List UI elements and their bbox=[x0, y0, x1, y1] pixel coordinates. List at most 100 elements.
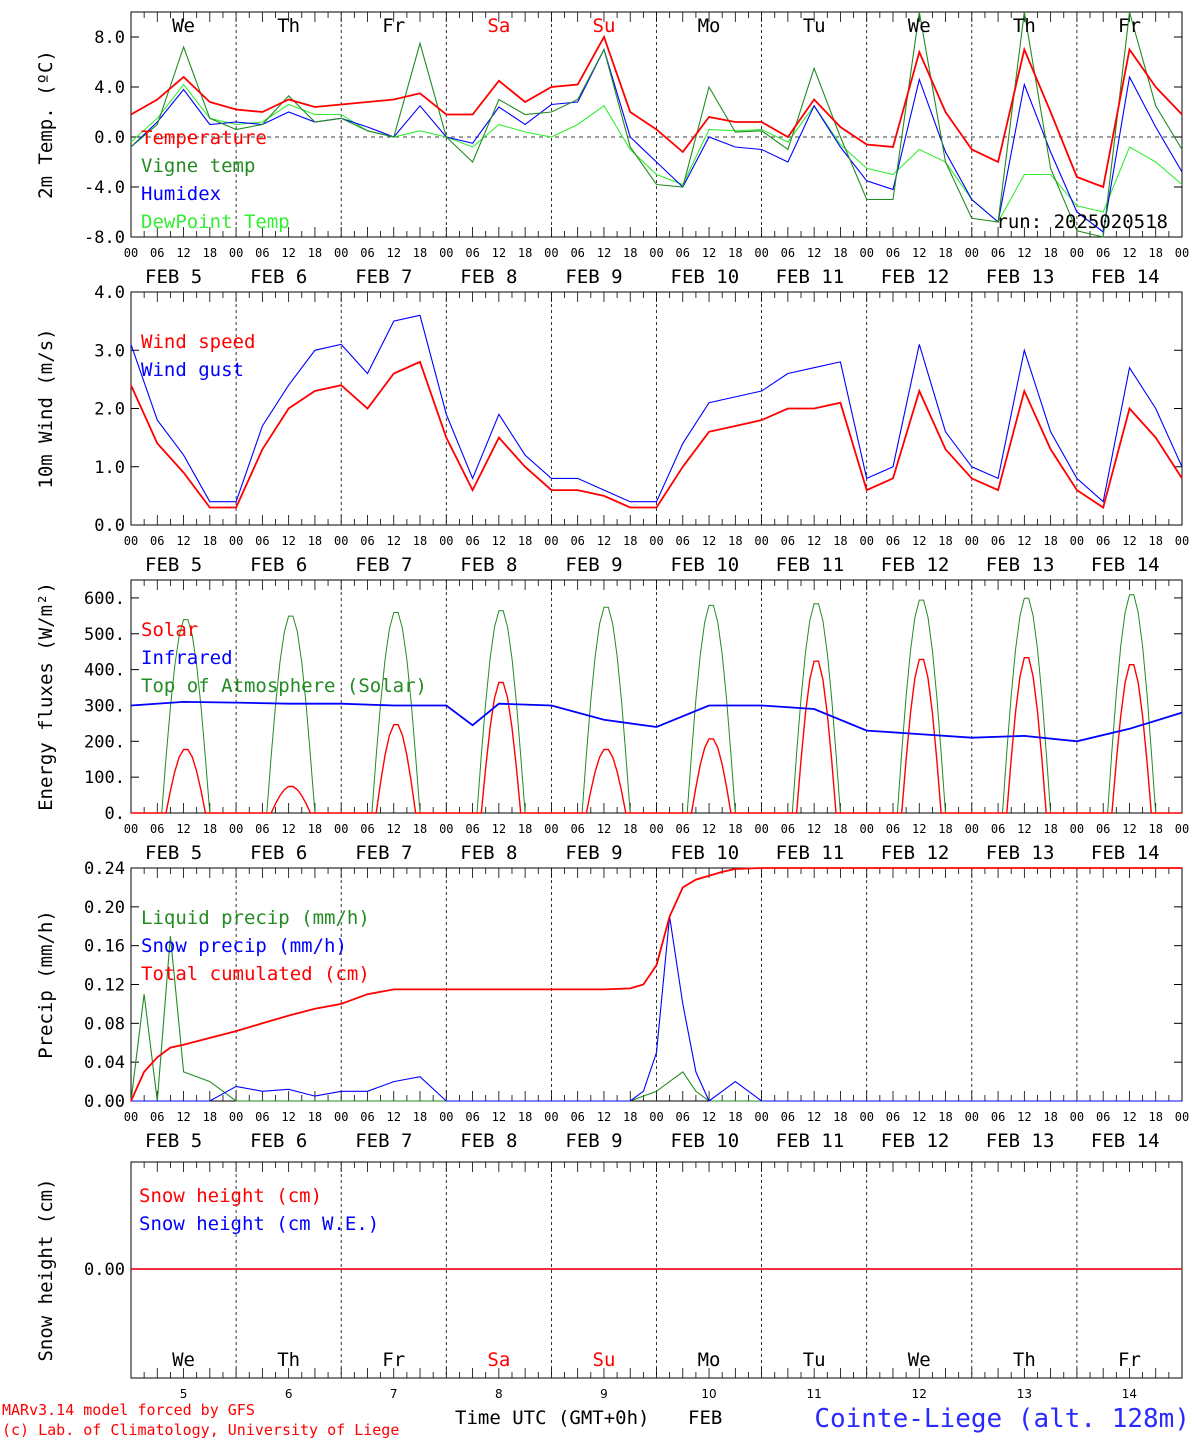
day-label: FEB 6 bbox=[250, 1130, 307, 1152]
hour-tick-label: 00 bbox=[859, 1110, 873, 1124]
hour-tick-label: 18 bbox=[413, 822, 427, 836]
weekday-label: Su bbox=[593, 15, 616, 37]
hour-tick-label: 12 bbox=[176, 822, 190, 836]
day-label: FEB 13 bbox=[986, 842, 1055, 864]
hour-tick-label: 06 bbox=[570, 534, 584, 548]
y-tick-label: 0. bbox=[105, 804, 125, 824]
hour-tick-label: 18 bbox=[728, 822, 742, 836]
day-number-label: 8 bbox=[495, 1387, 503, 1401]
y-tick-label: 0.08 bbox=[84, 1014, 125, 1034]
legend-entry: Snow height (cm) bbox=[139, 1185, 322, 1207]
y-axis-label: Snow height (cm) bbox=[35, 1178, 57, 1361]
month-label: FEB bbox=[688, 1407, 722, 1429]
model-credit: MARv3.14 model forced by GFS bbox=[2, 1401, 255, 1419]
day-label: FEB 9 bbox=[565, 1130, 622, 1152]
hour-tick-label: 00 bbox=[439, 534, 453, 548]
day-number-label: 7 bbox=[390, 1387, 398, 1401]
hour-tick-label: 18 bbox=[203, 1110, 217, 1124]
hour-tick-label: 18 bbox=[413, 534, 427, 548]
hour-tick-label: 18 bbox=[938, 822, 952, 836]
y-tick-label: 600. bbox=[84, 589, 125, 609]
hour-tick-label: 18 bbox=[413, 1110, 427, 1124]
hour-tick-label: 12 bbox=[597, 534, 611, 548]
day-label: FEB 6 bbox=[250, 554, 307, 576]
hour-tick-label: 00 bbox=[965, 822, 979, 836]
hour-tick-label: 00 bbox=[1070, 246, 1084, 260]
hour-tick-label: 12 bbox=[176, 534, 190, 548]
hour-tick-label: 06 bbox=[991, 822, 1005, 836]
hour-tick-label: 18 bbox=[1043, 822, 1057, 836]
hour-tick-label: 18 bbox=[623, 246, 637, 260]
y-tick-label: 500. bbox=[84, 625, 125, 645]
hour-tick-label: 12 bbox=[492, 822, 506, 836]
series-line-vigne-temp bbox=[130, 11, 1183, 238]
hour-tick-label: 06 bbox=[1096, 246, 1110, 260]
hour-tick-label: 18 bbox=[938, 534, 952, 548]
hour-tick-label: 12 bbox=[281, 1110, 295, 1124]
hour-tick-label: 12 bbox=[1017, 822, 1031, 836]
hour-tick-label: 18 bbox=[308, 246, 322, 260]
y-tick-label: 0.24 bbox=[84, 859, 125, 879]
hour-tick-label: 06 bbox=[465, 534, 479, 548]
legend-entry: Snow precip (mm/h) bbox=[141, 935, 347, 957]
panel-3: 600. 500. 400. 300. 200. 100. 0. Energy fluxes … bbox=[35, 579, 1189, 864]
legend-entry: Vigne temp bbox=[141, 155, 255, 177]
hour-tick-label: 12 bbox=[702, 822, 716, 836]
hour-tick-label: 00 bbox=[965, 534, 979, 548]
y-tick-label: 0.12 bbox=[84, 976, 125, 996]
day-label: FEB 14 bbox=[1091, 1130, 1160, 1152]
day-label: FEB 11 bbox=[776, 266, 845, 288]
day-label: FEB 14 bbox=[1091, 554, 1160, 576]
day-label: FEB 11 bbox=[776, 1130, 845, 1152]
hour-tick-label: 00 bbox=[754, 822, 768, 836]
weekday-label: Fr bbox=[1118, 1349, 1141, 1371]
hour-tick-label: 18 bbox=[1043, 246, 1057, 260]
hour-tick-label: 18 bbox=[938, 1110, 952, 1124]
y-tick-label: 0.20 bbox=[84, 898, 125, 918]
hour-tick-label: 18 bbox=[833, 534, 847, 548]
hour-tick-label: 12 bbox=[1017, 246, 1031, 260]
day-label: FEB 12 bbox=[881, 266, 950, 288]
legend-entry: Total cumulated (cm) bbox=[141, 963, 370, 985]
hour-tick-label: 18 bbox=[203, 246, 217, 260]
y-tick-label: 400. bbox=[84, 661, 125, 681]
panel-2: 4.0 3.0 2.0 1.0 0.0 10m Wind (m/s) Wind speed W… bbox=[35, 283, 1189, 576]
x-axis-label: Time UTC (GMT+0h) bbox=[455, 1407, 649, 1429]
weekday-label: Fr bbox=[382, 15, 405, 37]
hour-tick-label: 12 bbox=[281, 246, 295, 260]
legend-entry: Liquid precip (mm/h) bbox=[141, 907, 370, 929]
day-label: FEB 5 bbox=[145, 554, 202, 576]
hour-tick-label: 18 bbox=[308, 822, 322, 836]
hour-tick-label: 00 bbox=[334, 1110, 348, 1124]
day-label: FEB 10 bbox=[671, 842, 740, 864]
day-label: FEB 6 bbox=[250, 842, 307, 864]
day-label: FEB 12 bbox=[881, 842, 950, 864]
y-tick-label: 0.0 bbox=[94, 128, 125, 148]
legend-entry: Humidex bbox=[141, 183, 221, 205]
hour-tick-label: 12 bbox=[1017, 534, 1031, 548]
y-tick-label: 4.0 bbox=[94, 78, 125, 98]
hour-tick-label: 06 bbox=[1096, 534, 1110, 548]
legend-entry: Wind speed bbox=[141, 331, 255, 353]
hour-tick-label: 00 bbox=[649, 1110, 663, 1124]
hour-tick-label: 00 bbox=[965, 246, 979, 260]
weekday-label: Mo bbox=[698, 15, 721, 37]
hour-tick-label: 00 bbox=[334, 822, 348, 836]
y-tick-label: -8.0 bbox=[84, 228, 125, 248]
y-tick-label: 0.00 bbox=[84, 1260, 125, 1280]
y-tick-label: 200. bbox=[84, 732, 125, 752]
hour-tick-label: 00 bbox=[1175, 534, 1189, 548]
hour-tick-label: 00 bbox=[124, 1110, 138, 1124]
hour-tick-label: 06 bbox=[465, 822, 479, 836]
hour-tick-label: 06 bbox=[886, 246, 900, 260]
hour-tick-label: 00 bbox=[439, 1110, 453, 1124]
hour-tick-label: 06 bbox=[360, 1110, 374, 1124]
day-number-label: 14 bbox=[1122, 1387, 1137, 1401]
hour-tick-label: 00 bbox=[334, 534, 348, 548]
legend-entry: Wind gust bbox=[141, 359, 244, 381]
series-line-dewpoint-temp bbox=[130, 83, 1183, 223]
day-number-label: 5 bbox=[180, 1387, 188, 1401]
hour-tick-label: 06 bbox=[781, 822, 795, 836]
day-label: FEB 9 bbox=[565, 554, 622, 576]
hour-tick-label: 18 bbox=[938, 246, 952, 260]
